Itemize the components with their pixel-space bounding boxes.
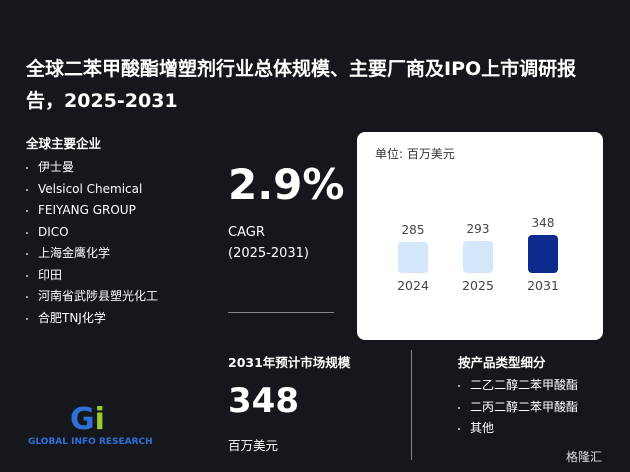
chart-card: 单位: 百万美元 2024 285 2025 293 2031 348 [357,132,603,340]
divider [228,312,334,313]
market-heading: 2031年预计市场规模 [228,355,351,370]
vertical-divider [411,350,412,460]
logo-text: GLOBAL INFO RESEARCH [28,437,153,447]
market-unit: 百万美元 [228,438,279,453]
segment-list: 二乙二醇二苯甲酸酯 二丙二醇二苯甲酸酯 其他 [458,375,578,440]
watermark: 格隆汇 [566,450,603,464]
bar [463,241,493,273]
x-tick-label: 2031 [527,278,559,293]
title: 全球二苯甲酸酯增塑剂行业总体规模、主要厂商及IPO上市调研报告，2025-203… [26,58,577,112]
list-item: 其他 [458,418,578,440]
logo-mark: Gi [70,402,105,437]
segments-heading: 按产品类型细分 [458,355,546,370]
list-item: 上海金鹰化学 [26,243,158,265]
value-label: 285 [402,223,425,237]
list-item: 印田 [26,265,158,287]
cagr-period: (2025-2031) [228,246,310,261]
list-item: FEIYANG GROUP [26,200,158,222]
value-label: 348 [532,216,555,230]
cagr-label: CAGR [228,225,265,240]
chart-subtitle: 单位: 百万美元 [375,146,455,161]
chart: 单位: 百万美元 2024 285 2025 293 2031 348 [375,146,559,293]
list-item: 二丙二醇二苯甲酸酯 [458,397,578,419]
x-tick-label: 2025 [462,278,494,293]
bar [398,241,428,273]
market-value: 348 [228,381,299,421]
company-list: 伊士曼 Velsicol Chemical FEIYANG GROUP DICO 上海金… [26,157,158,329]
list-item: 伊士曼 [26,157,158,179]
companies-heading: 全球主要企业 [26,136,102,151]
list-item: DICO [26,222,158,244]
bar [528,235,558,273]
value-label: 293 [467,222,490,236]
x-tick-label: 2024 [397,278,429,293]
list-item: Velsicol Chemical [26,179,158,201]
list-item: 合肥TNJ化学 [26,308,158,330]
list-item: 二乙二醇二苯甲酸酯 [458,375,578,397]
cagr-value: 2.9% [228,160,345,209]
list-item: 河南省武陟县塑光化工 [26,286,158,308]
